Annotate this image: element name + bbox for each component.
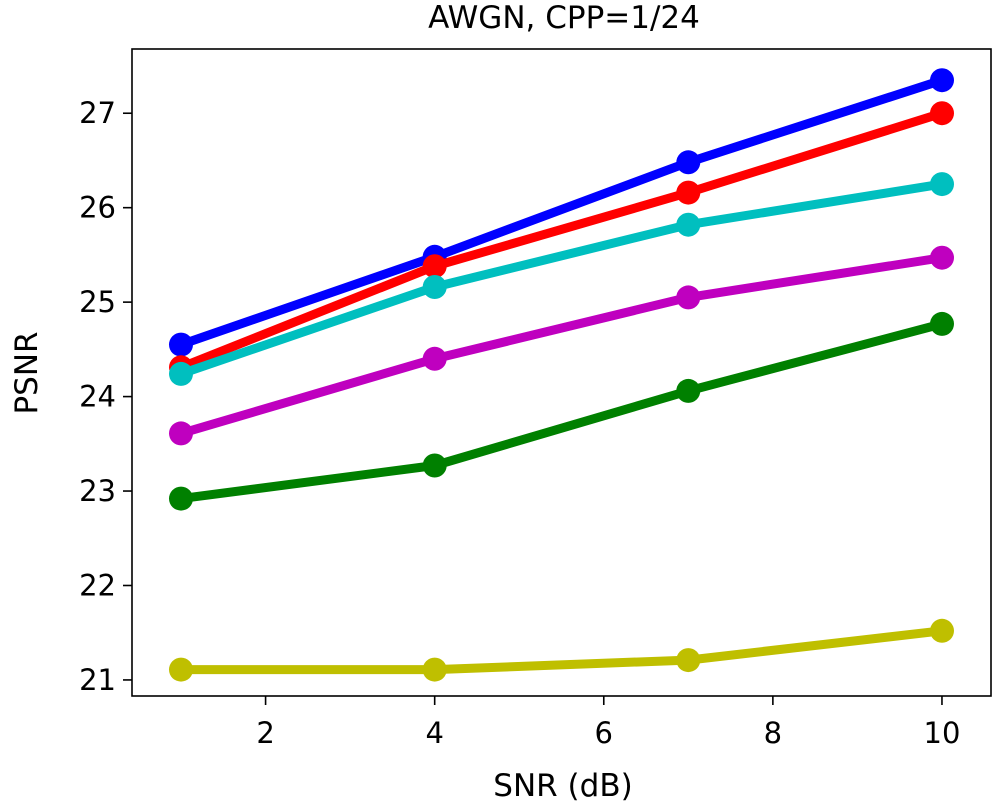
x-axis-title: SNR (dB) (493, 768, 632, 804)
data-point-blue (930, 68, 954, 93)
data-point-red (930, 101, 954, 126)
data-point-olive (169, 657, 193, 682)
data-point-cyan (930, 172, 954, 197)
series-line-red (179, 108, 944, 372)
series-line-green (180, 319, 944, 504)
data-point-cyan (422, 275, 447, 299)
y-tick-label: 25 (79, 285, 116, 319)
data-point-red (676, 180, 701, 205)
y-tick-label: 21 (79, 663, 116, 697)
series-green (169, 311, 954, 511)
y-tick-label: 27 (79, 96, 116, 130)
data-point-green (422, 453, 447, 478)
series-magenta (169, 245, 954, 446)
data-point-magenta (422, 346, 447, 371)
axes-frame (131, 48, 992, 697)
data-point-magenta (930, 245, 954, 270)
data-point-green (169, 486, 193, 511)
y-axis-title: PSNR (9, 331, 45, 414)
data-point-green (676, 378, 701, 403)
x-tick-label: 8 (764, 716, 782, 750)
series-blue (169, 68, 954, 357)
data-point-red (422, 254, 447, 279)
data-point-magenta (169, 421, 193, 446)
x-tick-label: 4 (425, 716, 443, 750)
series-red (169, 101, 954, 380)
data-point-blue (676, 150, 701, 175)
y-tick-label: 23 (79, 474, 116, 508)
y-tick-label: 26 (79, 191, 116, 225)
series-line-magenta (179, 253, 943, 438)
y-tick-label: 24 (79, 380, 116, 414)
x-tick-label: 6 (595, 716, 613, 750)
data-point-green (930, 311, 954, 336)
data-point-olive (930, 618, 954, 643)
chart-title: AWGN, CPP=1/24 (428, 0, 700, 36)
data-point-cyan (169, 361, 193, 386)
x-tick-label: 10 (924, 716, 961, 750)
series-line-cyan (179, 179, 943, 379)
y-tick-label: 22 (79, 568, 116, 602)
x-tick-label: 2 (256, 716, 274, 750)
data-point-olive (422, 657, 447, 682)
data-point-blue (169, 332, 193, 357)
data-point-magenta (676, 285, 701, 310)
series-line-blue (179, 75, 944, 349)
data-point-cyan (676, 212, 701, 237)
plot-area (169, 68, 954, 682)
series-line-olive (181, 626, 943, 675)
series-cyan (169, 172, 954, 386)
series-olive (169, 618, 954, 682)
data-point-olive (676, 648, 701, 673)
